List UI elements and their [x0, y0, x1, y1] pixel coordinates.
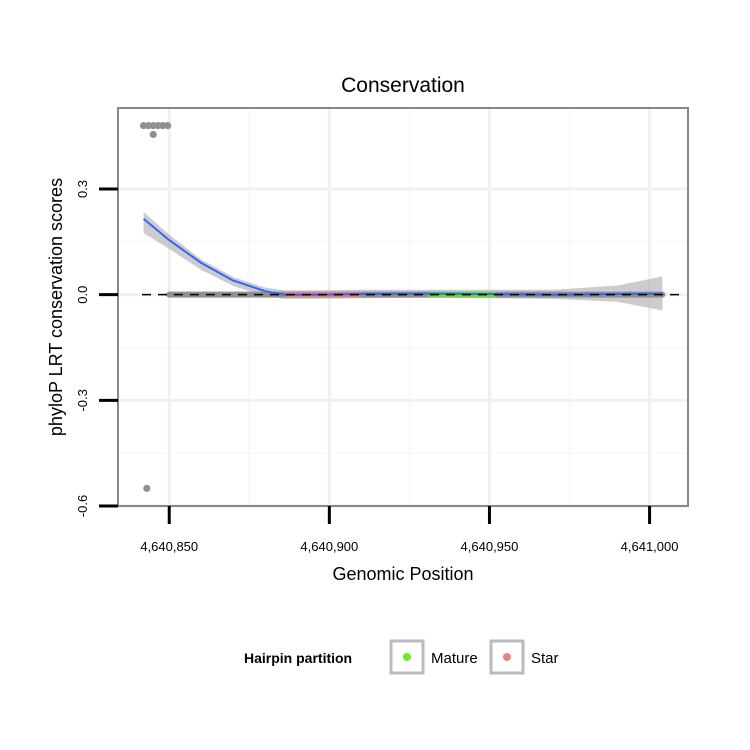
legend-item-star: Star — [489, 639, 559, 675]
smooth-line-layer — [142, 218, 663, 296]
x-tick-label: 4,640,950 — [461, 539, 519, 554]
y-tick-label: 0.0 — [75, 286, 90, 304]
legend-dot-star — [503, 653, 511, 661]
legend-title: Hairpin partition — [244, 650, 352, 666]
outlier-points-layer — [140, 122, 172, 492]
legend: Hairpin partition Mature Star — [244, 639, 559, 675]
outlier-point — [164, 122, 172, 130]
y-axis: 0.3 0.0 -0.3 -0.6 — [75, 180, 118, 517]
chart-title: Conservation — [341, 74, 465, 97]
y-axis-label: phyloP LRT conservation scores — [46, 178, 66, 436]
y-tick-label: -0.3 — [75, 389, 90, 411]
outlier-point — [143, 484, 151, 492]
confidence-band-layer — [143, 211, 663, 311]
plot-panel — [117, 107, 689, 508]
legend-label-mature: Mature — [431, 650, 478, 667]
legend-label-star: Star — [531, 650, 559, 667]
x-tick-label: 4,641,000 — [621, 539, 679, 554]
x-axis-label: Genomic Position — [332, 564, 473, 584]
panel-background — [118, 108, 688, 506]
panel-border — [117, 107, 689, 507]
legend-item-mature: Mature — [389, 639, 478, 675]
outlier-point — [149, 130, 157, 139]
x-axis: 4,640,850 4,640,900 4,640,950 4,641,000 — [140, 506, 678, 554]
confidence-band — [143, 211, 663, 311]
smooth-line — [142, 218, 663, 296]
x-tick-label: 4,640,900 — [300, 539, 358, 554]
x-tick-label: 4,640,850 — [140, 539, 198, 554]
y-tick-label: -0.6 — [75, 495, 90, 517]
y-tick-label: 0.3 — [75, 180, 90, 198]
legend-dot-mature — [403, 653, 411, 661]
